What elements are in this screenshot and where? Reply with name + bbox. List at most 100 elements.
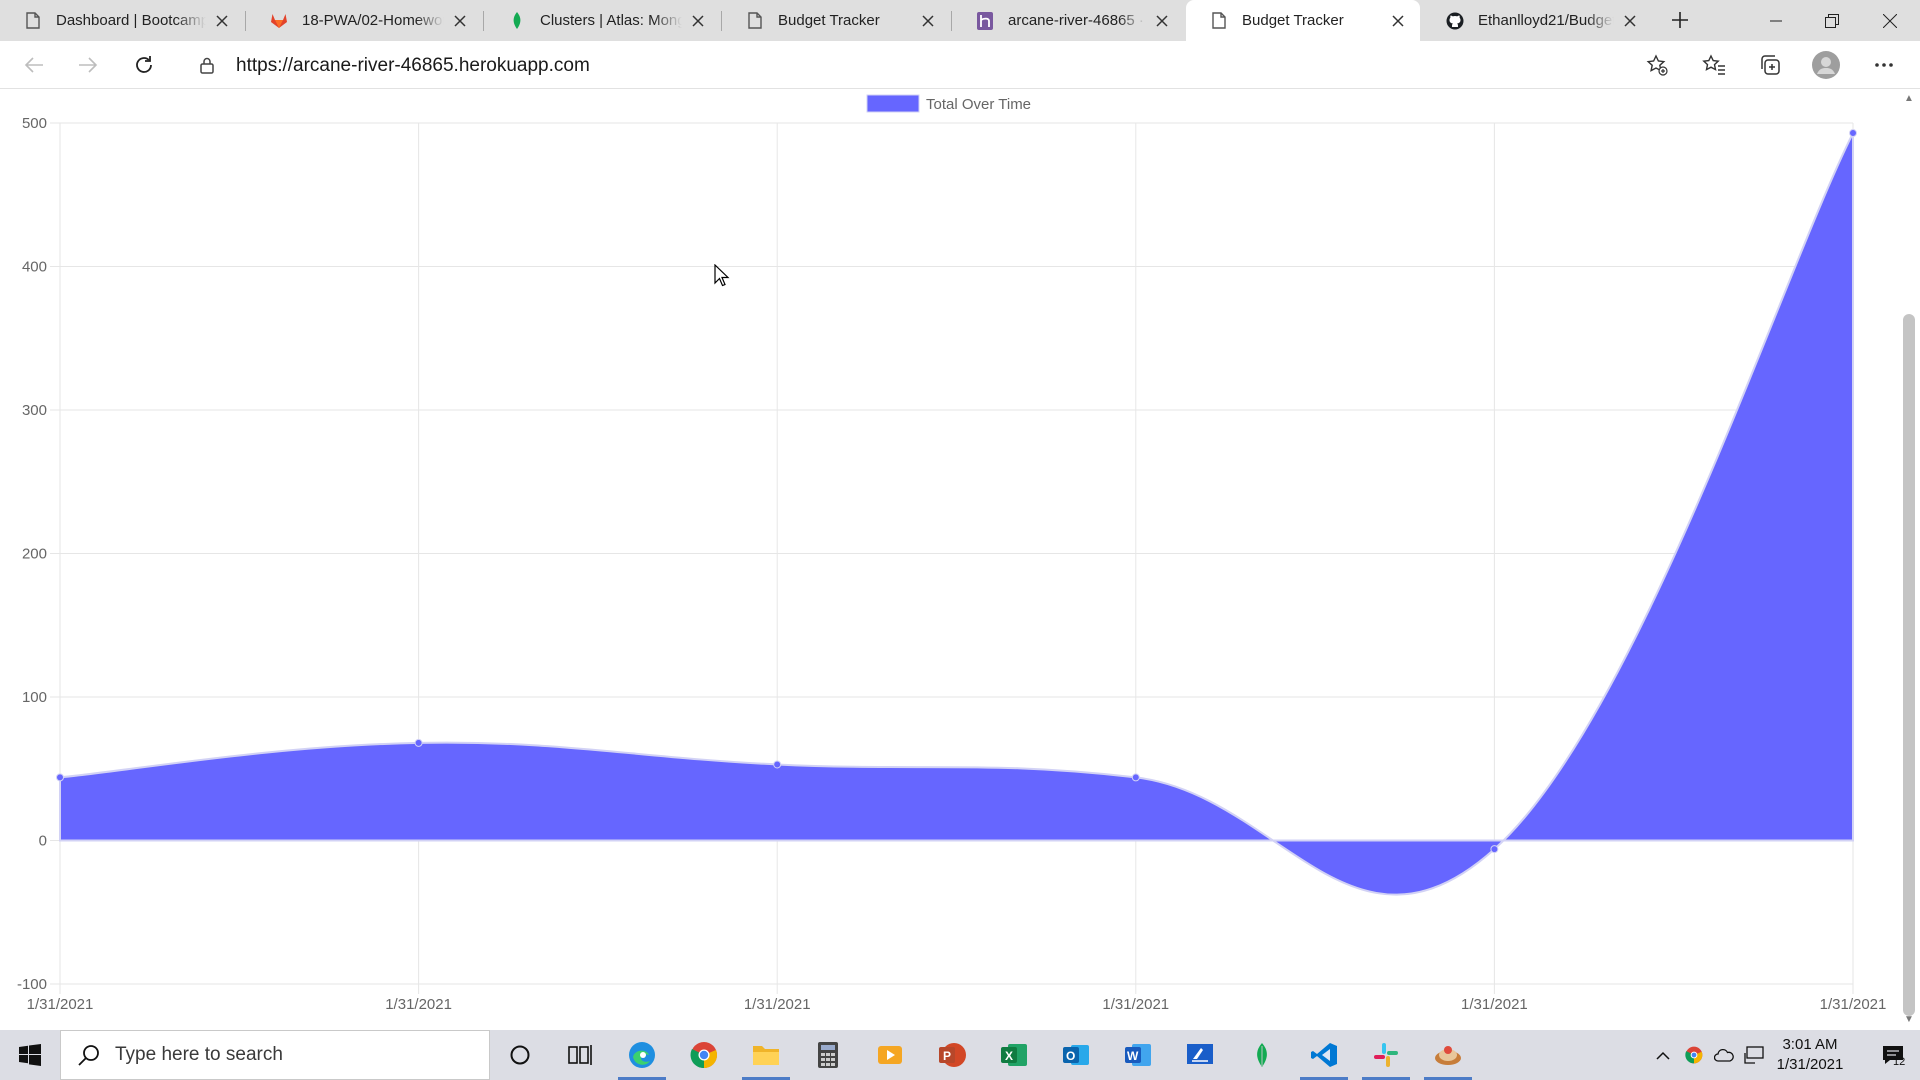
file-explorer-icon[interactable] [736,1030,796,1080]
chart-area-series [59,132,1854,896]
browser-toolbar: https://arcane-river-46865.herokuapp.com [0,41,1920,89]
chart-grid [50,122,1854,994]
start-button[interactable] [0,1030,60,1080]
tab-close-icon[interactable] [212,11,232,31]
chart-points [56,129,1857,854]
chrome-icon[interactable] [674,1030,734,1080]
page-icon [746,12,764,30]
outlook-icon[interactable]: O [1046,1030,1106,1080]
close-window-button[interactable] [1862,0,1918,41]
close-icon [1883,13,1897,28]
show-hidden-icons-chevron-up-icon[interactable] [1652,1030,1674,1080]
refresh-icon [136,56,152,73]
tab-title: Clusters | Atlas: MongoDB [540,12,682,29]
chart-legend[interactable]: Total Over Time [866,94,1031,113]
scroll-down-arrow-icon[interactable]: ▼ [1904,1014,1914,1025]
tab-close-icon[interactable] [918,11,938,31]
visual-studio-code-icon[interactable] [1294,1030,1354,1080]
favorites-button[interactable] [1696,47,1732,83]
profile-button[interactable] [1808,47,1844,83]
gitlab-icon [270,12,288,30]
powerpoint-icon[interactable]: P [922,1030,982,1080]
calculator-icon[interactable] [798,1030,858,1080]
network-icon[interactable] [1742,1030,1766,1080]
restore-button[interactable] [1804,0,1860,41]
tab-close-icon[interactable] [1620,11,1640,31]
legend-swatch[interactable] [866,94,920,113]
x-tick-label: 1/31/2021 [27,996,94,1013]
tab-github-repo[interactable]: Ethanlloyd21/Budget-T [1422,0,1652,41]
tab-close-icon[interactable] [450,11,470,31]
y-tick-label: 200 [22,546,47,563]
settings-menu-button[interactable] [1866,47,1902,83]
edge-icon[interactable] [612,1030,672,1080]
data-point[interactable] [773,760,782,769]
vertical-scrollbar[interactable]: ▲ ▼ [1898,89,1920,1030]
page-content: 500 400 300 200 100 0 -100 1/31/2021 1/31/2021 1… [0,89,1920,1030]
tab-budget-tracker[interactable]: Budget Tracker [722,0,950,41]
data-point[interactable] [1490,845,1499,854]
remote-desktop-icon[interactable] [1170,1030,1230,1080]
y-tick-label: 400 [22,259,47,276]
mongodb-compass-icon[interactable] [1232,1030,1292,1080]
url-text[interactable]: https://arcane-river-46865.herokuapp.com [236,55,590,76]
scrollbar-thumb[interactable] [1903,314,1915,1016]
tab-close-icon[interactable] [1388,11,1408,31]
tab-close-icon[interactable] [1152,11,1172,31]
word-icon[interactable]: W [1108,1030,1168,1080]
back-button[interactable] [16,47,52,83]
windows-logo-icon [19,1044,41,1066]
scroll-up-arrow-icon[interactable]: ▲ [1904,93,1914,104]
add-favorite-icon[interactable] [1646,54,1668,76]
windows-taskbar: Type here to search P X O W [0,1030,1920,1080]
taskbar-search-box[interactable]: Type here to search [60,1030,490,1080]
x-tick-label: 1/31/2021 [385,996,452,1013]
tab-budget-tracker-active[interactable]: Budget Tracker [1186,0,1420,41]
svg-text:W: W [1127,1049,1139,1063]
notification-count: 12 [1893,1056,1906,1068]
task-view-icon[interactable] [550,1030,610,1080]
tab-close-icon[interactable] [688,11,708,31]
action-center-button[interactable]: 12 [1866,1030,1920,1080]
page-icon [1210,12,1228,30]
video-icon[interactable] [860,1030,920,1080]
forward-button[interactable] [70,47,106,83]
chrome-tray-icon[interactable] [1682,1030,1706,1080]
minimize-icon [1770,20,1782,21]
new-tab-button[interactable] [1664,4,1696,36]
tab-title: Budget Tracker [1242,12,1344,29]
more-dots-icon [1875,63,1893,67]
refresh-button[interactable] [126,47,162,83]
cortana-icon[interactable] [490,1030,550,1080]
app-icon[interactable] [1418,1030,1478,1080]
tab-title: Budget Tracker [778,12,880,29]
onedrive-cloud-icon[interactable] [1712,1030,1736,1080]
data-point[interactable] [56,773,64,782]
x-tick-label: 1/31/2021 [1820,996,1887,1013]
avatar-icon [1812,51,1840,79]
github-icon [1446,12,1464,30]
data-point[interactable] [1849,129,1857,138]
y-tick-label: 300 [22,402,47,419]
system-clock[interactable]: 3:01 AM 1/31/2021 [1760,1035,1860,1075]
tab-heroku-app[interactable]: arcane-river-46865 · Gi [952,0,1184,41]
tab-mongodb-atlas[interactable]: Clusters | Atlas: MongoDB [484,0,720,41]
data-point[interactable] [1131,773,1140,782]
slack-icon[interactable] [1356,1030,1416,1080]
minimize-button[interactable] [1748,0,1804,41]
tab-gitlab-homework[interactable]: 18-PWA/02-Homework [246,0,482,41]
legend-label[interactable]: Total Over Time [926,96,1031,113]
lock-icon[interactable] [198,56,216,74]
data-point[interactable] [414,738,423,747]
tab-title: Dashboard | Bootcamp [56,12,206,29]
tab-dashboard[interactable]: Dashboard | Bootcamp [0,0,244,41]
y-tick-label: 0 [39,833,47,850]
restore-icon [1825,13,1839,28]
collections-button[interactable] [1752,47,1788,83]
excel-icon[interactable]: X [984,1030,1044,1080]
y-axis-ticks: 500 400 300 200 100 0 -100 [17,115,47,993]
tab-strip: Dashboard | Bootcamp 18-PWA/02-Homework … [0,0,1920,41]
svg-text:P: P [943,1049,951,1063]
address-bar[interactable]: https://arcane-river-46865.herokuapp.com [180,46,1682,84]
